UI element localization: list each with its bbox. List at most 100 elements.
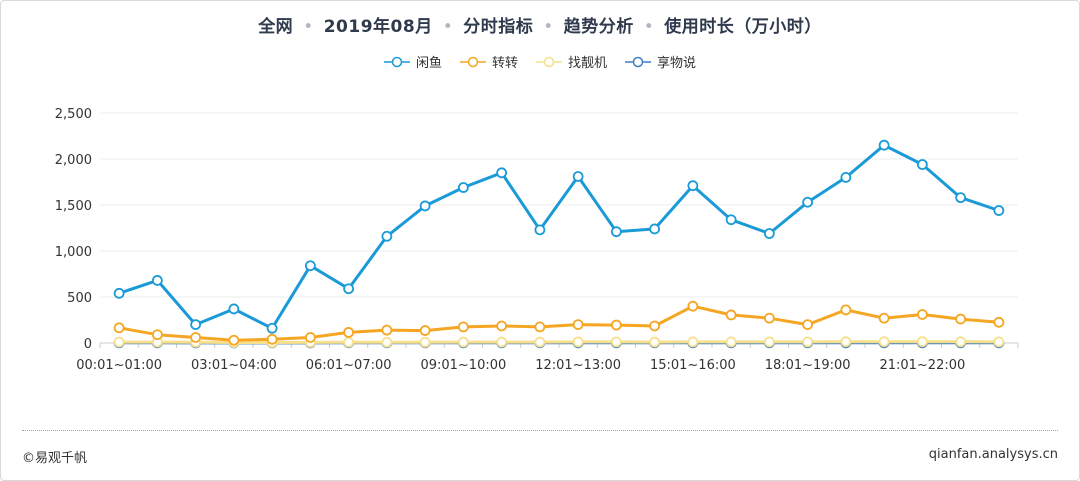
y-tick-label: 1,500: [55, 199, 92, 214]
x-tick-label: 03:01~04:00: [191, 358, 277, 373]
data-point: [649, 223, 661, 235]
data-point: [419, 325, 431, 336]
data-point: [457, 182, 469, 193]
data-point: [725, 214, 737, 226]
data-point: [802, 319, 814, 331]
legend-item-xiangwushuo[interactable]: 享物说: [625, 52, 696, 71]
legend-item-xianyu[interactable]: 闲鱼: [383, 52, 442, 71]
legend-item-zhuanzhuan[interactable]: 转转: [459, 52, 518, 71]
data-point: [840, 336, 852, 348]
data-point: [649, 320, 661, 332]
title-separator: •: [303, 17, 314, 37]
x-tick-label: 21:01~22:00: [879, 358, 965, 373]
data-point: [840, 304, 852, 316]
data-point: [381, 336, 393, 348]
series-line-2: [119, 340, 999, 344]
data-point: [687, 336, 699, 348]
y-tick-label: 2,000: [55, 153, 92, 168]
footer-copyright: ©易观千帆: [22, 451, 88, 466]
data-point: [763, 336, 775, 348]
data-point: [610, 336, 622, 348]
x-tick-label: 00:01~01:00: [76, 358, 162, 373]
title-indicator: 分时指标: [463, 17, 534, 37]
data-point: [993, 336, 1005, 348]
data-point: [496, 320, 508, 332]
data-point: [113, 322, 125, 334]
data-point: [343, 283, 355, 295]
data-point: [419, 336, 431, 348]
x-tick-label: 12:01~13:00: [535, 358, 621, 373]
y-tick-label: 0: [84, 337, 92, 352]
data-point: [725, 309, 737, 321]
y-tick-label: 2,500: [55, 107, 92, 122]
data-point: [687, 300, 699, 312]
data-point: [534, 321, 546, 333]
legend-label: 享物说: [657, 56, 697, 71]
data-point: [534, 336, 546, 348]
data-point: [496, 167, 508, 179]
data-point: [916, 336, 928, 348]
y-tick-label: 500: [67, 291, 92, 306]
data-point: [955, 336, 967, 348]
data-point: [878, 139, 890, 151]
title-metric: 使用时长（万小时）: [664, 17, 822, 37]
data-point: [572, 319, 584, 331]
data-point: [304, 260, 316, 272]
legend-label: 转转: [491, 56, 518, 71]
legend-item-zhaoliangji[interactable]: 找靓机: [536, 52, 607, 71]
data-point: [304, 332, 316, 343]
data-point: [457, 336, 469, 348]
data-point: [381, 230, 393, 242]
data-point: [916, 159, 928, 170]
footer-source-url: qianfan.analysys.cn: [928, 447, 1058, 462]
legend-marker-icon: [459, 56, 486, 67]
data-point: [955, 313, 967, 325]
data-point: [993, 316, 1005, 328]
data-point: [763, 228, 775, 239]
legend-marker-icon: [383, 56, 410, 67]
data-point: [993, 205, 1005, 216]
data-point: [151, 329, 163, 341]
data-point: [113, 287, 125, 299]
data-point: [190, 319, 202, 331]
data-point: [878, 336, 890, 348]
data-point: [572, 336, 584, 348]
title-analysis: 趋势分析: [563, 17, 634, 37]
data-point: [802, 196, 814, 208]
data-point: [151, 275, 163, 286]
y-tick-label: 1,000: [55, 245, 92, 260]
data-point: [496, 336, 508, 348]
data-point: [687, 180, 699, 192]
data-point: [113, 336, 125, 348]
title-scope: 全网: [258, 17, 294, 37]
data-point: [190, 332, 202, 343]
data-point: [266, 322, 278, 334]
data-point: [572, 171, 584, 182]
title-separator: •: [442, 17, 454, 37]
data-point: [955, 192, 967, 204]
data-point: [228, 334, 240, 346]
data-point: [534, 224, 546, 236]
data-point: [266, 333, 278, 345]
data-point: [381, 324, 393, 336]
series-line-0: [118, 143, 1000, 330]
data-point: [228, 303, 240, 315]
x-tick-label: 06:01~07:00: [306, 358, 392, 373]
title-period: 2019年08月: [323, 17, 433, 37]
legend-marker-icon: [536, 56, 562, 67]
data-point: [610, 226, 622, 238]
title-separator: •: [543, 17, 554, 37]
data-point: [343, 327, 355, 338]
x-tick-label: 15:01~16:00: [650, 358, 736, 373]
series-line-1: [118, 304, 1000, 342]
x-tick-label: 18:01~19:00: [765, 358, 851, 373]
legend-label: 找靓机: [568, 56, 608, 71]
data-point: [419, 200, 431, 212]
data-point: [343, 336, 355, 348]
chart-legend: 闲鱼 转转 找靓机 享物说: [0, 52, 1080, 71]
data-point: [763, 312, 775, 324]
footer-divider: [22, 430, 1058, 431]
data-point: [840, 171, 852, 183]
